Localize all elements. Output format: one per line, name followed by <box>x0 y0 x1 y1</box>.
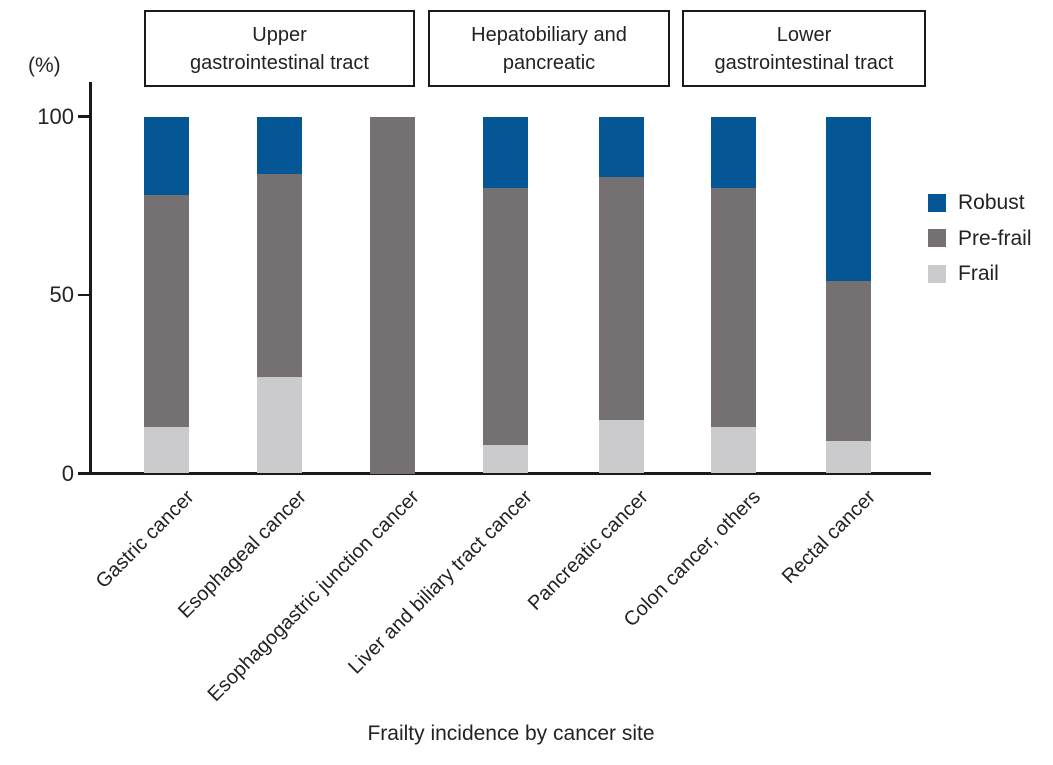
bar-segment-pre-frail <box>370 116 415 474</box>
bar-segment-frail <box>826 441 871 474</box>
legend-label: Frail <box>958 262 999 285</box>
x-category-label: Liver and biliary tract cancer <box>344 486 538 679</box>
bar-segment-pre-frail <box>711 187 756 428</box>
x-category-label: Gastric cancer <box>91 486 199 593</box>
group-header-box: Hepatobiliary and pancreatic <box>428 10 670 87</box>
group-header-text: gastrointestinal tract <box>714 51 894 74</box>
group-header-text: gastrointestinal tract <box>190 51 369 74</box>
bar-segment-robust <box>599 116 644 178</box>
x-category-label: Rectal cancer <box>778 486 881 589</box>
bar-segment-frail <box>599 419 644 474</box>
legend-item: Frail <box>928 262 999 285</box>
legend-swatch-frail <box>928 264 946 283</box>
y-tick-label: 0 <box>61 460 74 486</box>
bar-segment-robust <box>711 116 756 188</box>
legend-swatch-pre-frail <box>928 229 946 247</box>
bar-segment-robust <box>483 116 528 188</box>
group-header-box: Upper gastrointestinal tract <box>144 10 415 87</box>
bar-segment-pre-frail <box>483 187 528 445</box>
bar-segment-pre-frail <box>826 280 871 442</box>
bar-segment-robust <box>257 116 302 174</box>
legend-label: Pre-frail <box>958 226 1032 250</box>
bar-segment-pre-frail <box>257 173 302 378</box>
bar-segment-frail <box>711 427 756 474</box>
group-header-text: pancreatic <box>502 51 596 74</box>
group-header-text: Upper <box>252 23 307 46</box>
bar-segment-robust <box>826 116 871 281</box>
bar-segment-frail <box>483 444 528 474</box>
x-category-label: Pancreatic cancer <box>524 486 654 615</box>
legend-label: Robust <box>958 191 1025 214</box>
y-axis-unit-label: (%) <box>28 54 61 77</box>
legend-swatch-robust <box>928 193 946 212</box>
y-tick-label: 100 <box>37 103 74 129</box>
y-tick-mark <box>78 293 89 297</box>
bar-segment-robust <box>144 116 189 196</box>
bar-segment-pre-frail <box>599 177 644 420</box>
y-axis-line <box>89 82 92 475</box>
y-tick-mark <box>78 115 89 118</box>
group-header-text: Hepatobiliary and <box>471 23 627 46</box>
bar-segment-frail <box>257 377 302 474</box>
legend-item: Robust <box>928 191 1025 214</box>
group-header-box: Lower gastrointestinal tract <box>682 10 926 87</box>
x-category-label: Esophagogastric junction cancer <box>204 486 425 706</box>
x-axis-line <box>89 472 931 475</box>
y-tick-mark <box>78 472 89 475</box>
group-header-text: Lower <box>776 23 832 46</box>
bar-segment-frail <box>144 427 189 474</box>
y-tick-label: 50 <box>49 282 74 307</box>
bar-segment-pre-frail <box>144 195 189 428</box>
x-axis-title: Frailty incidence by cancer site <box>367 722 655 745</box>
legend-item: Pre-frail <box>928 226 1032 250</box>
